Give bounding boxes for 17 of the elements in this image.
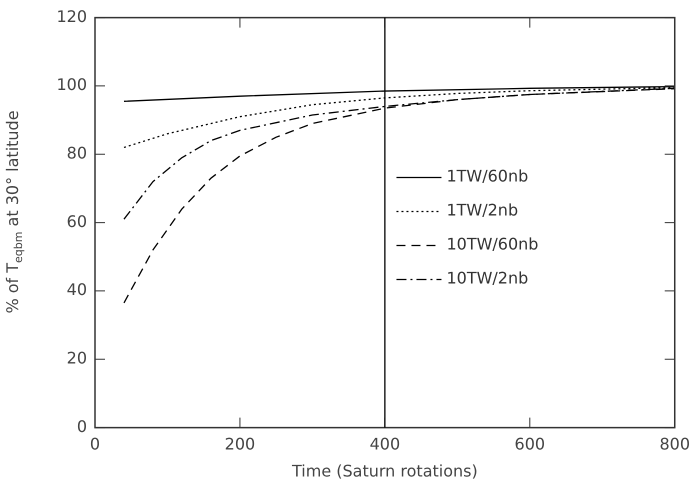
x-tick-label: 0 <box>90 434 100 454</box>
x-tick-label: 600 <box>514 434 546 454</box>
y-tick-label: 80 <box>66 143 87 162</box>
y-tick-label: 0 <box>76 416 87 436</box>
y-tick-label: 20 <box>66 348 87 368</box>
x-tick-label: 400 <box>370 434 400 454</box>
x-tick-label: 800 <box>659 434 690 454</box>
y-tick-label: 40 <box>66 280 87 300</box>
y-tick-label: 120 <box>56 6 87 26</box>
legend-label: 1TW/60nb <box>446 166 528 186</box>
legend-label: 1TW/2nb <box>446 200 518 220</box>
legend-label: 10TW/2nb <box>446 268 528 288</box>
y-tick-label: 100 <box>56 75 87 94</box>
x-tick-label: 200 <box>224 434 256 454</box>
y-tick-label: 60 <box>66 212 87 231</box>
x-axis-title: Time (Saturn rotations) <box>291 462 478 481</box>
legend-label: 10TW/60nb <box>446 234 538 254</box>
